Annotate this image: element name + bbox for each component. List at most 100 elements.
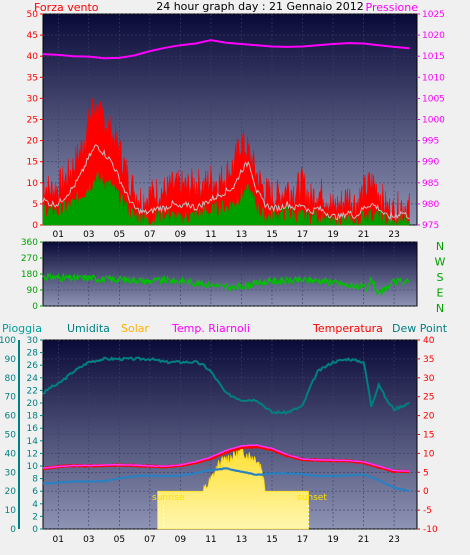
y-tick-label: 20 [27,137,39,147]
direction-tick-label: 0 [32,302,38,312]
x-tick-label: 15 [266,535,277,545]
temp-tick-label: 10 [423,449,435,459]
legend-temperature: Temperatura [312,322,383,335]
sunrise-label: sunrise [152,493,185,503]
wind-direction-series [42,272,410,296]
y2-tick-label: 980 [422,200,439,210]
x-tick-label: 05 [114,230,125,240]
y2-tick-label: 1015 [422,52,445,62]
x-tick-label: 19 [327,535,339,545]
compass-label: S [437,271,444,284]
legend-humidity: Umidita [67,322,110,335]
x-tick-label: 11 [205,230,216,240]
rain-tick-label: 20 [5,487,17,497]
x-tick-label: 07 [144,230,155,240]
temp-tick-label: 15 [423,431,434,441]
hum-tick-label: 4 [32,500,38,510]
x-tick-label: 09 [175,230,187,240]
temp-tick-label: 20 [423,412,435,422]
x-tick-label: 23 [388,535,399,545]
temp-tick-label: 30 [423,374,435,384]
rain-tick-label: 70 [5,393,17,403]
temp-tick-label: 25 [423,393,434,403]
wind-speed-series [42,98,410,226]
pressure-series [42,39,410,60]
legend-heat-index: Temp. Riarnoli [171,322,250,335]
y-tick-label: 5 [32,200,38,210]
y2-tick-label: 1005 [422,94,445,104]
wind-min-series [42,170,410,226]
direction-tick-label: 360 [21,238,38,248]
hum-tick-label: 20 [27,399,39,409]
rain-tick-label: 30 [5,468,17,478]
compass-label: E [437,287,444,300]
direction-tick-label: 90 [27,286,39,296]
rain-tick-label: 80 [5,374,17,384]
legend-rain: Pioggia [2,322,42,335]
humidity-series [42,356,410,416]
temp-tick-label: 40 [423,336,435,346]
x-tick-label: 17 [297,230,308,240]
x-tick-label: 01 [53,535,64,545]
hum-tick-label: 28 [27,349,39,359]
temperature-panel [42,339,418,530]
y2-tick-label: 985 [422,179,439,189]
solar-series [157,446,309,530]
temp-tick-label: -10 [423,525,438,535]
hum-tick-label: 30 [27,336,39,346]
dew-point-series [42,467,410,493]
x-tick-label: 03 [83,230,94,240]
hum-tick-label: 10 [27,462,39,472]
rain-tick-label: 50 [5,431,17,441]
hum-tick-label: 26 [27,361,39,371]
y2-tick-label: 1025 [422,10,445,20]
hum-tick-label: 0 [32,525,38,535]
y2-tick-label: 995 [422,137,439,147]
compass-label: N [436,302,444,315]
hum-tick-label: 24 [27,374,39,384]
wind-axis-title: Forza vento [34,1,99,14]
rain-tick-label: 90 [5,355,17,365]
y2-tick-label: 1000 [422,116,445,126]
x-tick-label: 21 [358,535,369,545]
x-tick-label: 09 [175,535,187,545]
y2-tick-label: 990 [422,158,439,168]
x-tick-label: 07 [144,535,155,545]
rain-tick-label: 60 [5,412,17,422]
x-tick-label: 15 [266,230,277,240]
hum-tick-label: 14 [27,437,39,447]
legend-solar: Solar [121,322,150,335]
x-tick-label: 03 [83,535,94,545]
sunset-label: sunset [297,493,327,503]
direction-panel [42,241,418,307]
x-tick-label: 17 [297,535,308,545]
compass-label: W [435,256,446,269]
hum-tick-label: 16 [27,424,39,434]
y-tick-label: 40 [27,52,39,62]
rain-tick-label: 10 [5,506,17,516]
pressure-axis-title: Pressione [366,1,419,14]
y2-tick-label: 1020 [422,31,445,41]
y2-tick-label: 975 [422,221,439,231]
y-tick-label: 0 [32,221,38,231]
temp-tick-label: 35 [423,355,434,365]
y-tick-label: 45 [27,31,38,41]
hum-tick-label: 12 [27,449,38,459]
hum-tick-label: 2 [32,512,38,522]
compass-label: N [436,240,444,253]
y-tick-label: 35 [27,73,38,83]
x-tick-label: 13 [236,535,247,545]
hum-tick-label: 22 [27,386,38,396]
wind-avg-series [42,144,410,221]
chart-title: 24 hour graph day : 21 Gennaio 2012 [156,0,364,13]
y-tick-label: 50 [27,10,39,20]
hum-tick-label: 8 [32,475,38,485]
temp-tick-label: 5 [423,468,429,478]
y-tick-label: 10 [27,179,39,189]
temp-tick-label: -5 [423,506,432,516]
y-tick-label: 25 [27,116,38,126]
temp-tick-label: 0 [423,487,429,497]
rain-tick-label: 40 [5,449,17,459]
